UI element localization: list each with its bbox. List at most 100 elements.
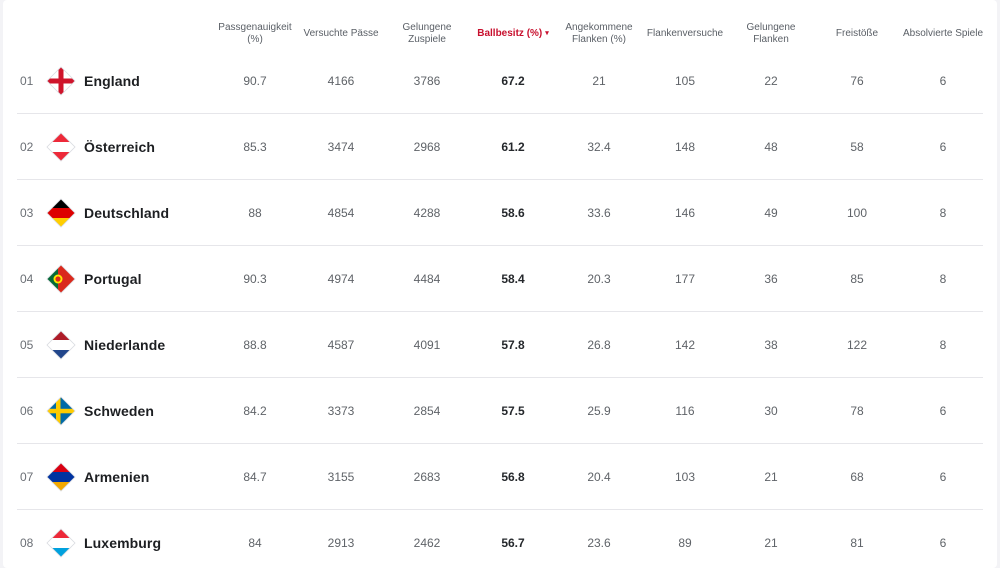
team-name-link[interactable]: Portugal bbox=[84, 271, 142, 287]
stat-cell: 20.3 bbox=[587, 272, 611, 286]
row-divider bbox=[17, 377, 983, 378]
stats-table: Passgenauigkeit (%) Versuchte Pässe Gelunge… bbox=[3, 0, 997, 568]
stat-cell: 21 bbox=[764, 536, 778, 550]
table-row[interactable]: 01 England 90.7 4166 3786 67.2 21 105 22 76 6 bbox=[3, 48, 983, 114]
stat-cell: 36 bbox=[764, 272, 778, 286]
stat-cell: 88.8 bbox=[243, 338, 267, 352]
stat-cell: 58 bbox=[850, 140, 864, 154]
rank-number: 08 bbox=[20, 536, 34, 550]
stat-cell: 177 bbox=[674, 272, 696, 286]
stat-cell: 90.7 bbox=[243, 74, 267, 88]
team-name-link[interactable]: Österreich bbox=[84, 139, 156, 155]
stat-cell: 88 bbox=[248, 206, 262, 220]
stat-cell: 105 bbox=[674, 74, 696, 88]
luxembourg-flag-icon bbox=[46, 528, 76, 558]
column-header-1[interactable]: Passgenauigkeit (%) bbox=[207, 22, 303, 46]
row-divider bbox=[17, 179, 983, 180]
stat-cell: 4166 bbox=[327, 74, 355, 88]
stat-cell: 4091 bbox=[413, 338, 441, 352]
stat-cell: 3474 bbox=[327, 140, 355, 154]
table-row[interactable]: 05 Niederlande 88.8 4587 4091 57.8 26.8 142 38 12… bbox=[3, 312, 983, 378]
table-row[interactable]: 06 Schweden 84.2 3373 2854 57.5 25.9 116 30 78 6 bbox=[3, 378, 983, 444]
row-divider bbox=[17, 443, 983, 444]
stat-cell: 68 bbox=[850, 470, 864, 484]
stat-cell: 58.6 bbox=[501, 206, 525, 220]
stat-cell: 26.8 bbox=[587, 338, 611, 352]
column-header-7[interactable]: Gelungene Flanken bbox=[723, 22, 819, 46]
stat-cell: 116 bbox=[675, 404, 695, 418]
stat-cell: 85 bbox=[850, 272, 864, 286]
table-row[interactable]: 02 Österreich 85.3 3474 2968 61.2 32.4 148 48 58 6 bbox=[3, 114, 983, 180]
rank-number: 03 bbox=[20, 206, 34, 220]
team-name-link[interactable]: Niederlande bbox=[84, 337, 166, 353]
team-name-link[interactable]: Deutschland bbox=[84, 205, 170, 221]
sweden-flag-icon bbox=[46, 396, 76, 426]
stat-cell: 49 bbox=[764, 206, 778, 220]
team-name-link[interactable]: England bbox=[84, 73, 140, 89]
rank-number: 04 bbox=[20, 272, 34, 286]
stat-cell: 103 bbox=[674, 470, 696, 484]
table-row[interactable]: 04 Portugal 90.3 4974 4484 58.4 20.3 177 36 85 8 bbox=[3, 246, 983, 312]
column-header-label: Gelungene bbox=[402, 22, 452, 33]
team-name-link[interactable]: Luxemburg bbox=[84, 535, 162, 551]
stat-cell: 2683 bbox=[413, 470, 441, 484]
rank-number: 02 bbox=[20, 140, 34, 154]
stat-cell: 6 bbox=[939, 140, 947, 154]
stat-cell: 38 bbox=[764, 338, 778, 352]
column-header-9[interactable]: Absolvierte Spiele bbox=[895, 28, 991, 40]
stat-cell: 8 bbox=[939, 272, 947, 286]
stat-cell: 122 bbox=[846, 338, 868, 352]
column-header-4[interactable]: Ballbesitz (%) ▾ bbox=[465, 28, 561, 40]
stat-cell: 56.8 bbox=[501, 470, 525, 484]
rank-number: 01 bbox=[20, 74, 34, 88]
stat-cell: 56.7 bbox=[501, 536, 525, 550]
column-header-label: Flanken (%) bbox=[572, 34, 626, 45]
stat-cell: 6 bbox=[939, 470, 947, 484]
table-row[interactable]: 07 Armenien 84.7 3155 2683 56.8 20.4 103 21 68 6 bbox=[3, 444, 983, 510]
stat-cell: 6 bbox=[939, 536, 947, 550]
team-name-link[interactable]: Armenien bbox=[84, 469, 150, 485]
stat-cell: 85.3 bbox=[243, 140, 267, 154]
column-header-6[interactable]: Flankenversuche bbox=[637, 28, 733, 40]
stat-cell: 67.2 bbox=[501, 74, 525, 88]
table-row[interactable]: 08 Luxemburg 84 2913 2462 56.7 23.6 89 21 81 6 bbox=[3, 510, 983, 568]
germany-flag-icon bbox=[46, 198, 76, 228]
stat-cell: 89 bbox=[678, 536, 692, 550]
stat-cell: 2854 bbox=[413, 404, 441, 418]
stat-cell: 8 bbox=[939, 206, 947, 220]
column-header-label: Freistöße bbox=[835, 28, 879, 39]
england-flag-icon bbox=[46, 66, 76, 96]
team-name-link[interactable]: Schweden bbox=[84, 403, 155, 419]
stat-cell: 57.8 bbox=[501, 338, 525, 352]
stat-cell: 4974 bbox=[327, 272, 355, 286]
stat-cell: 90.3 bbox=[243, 272, 267, 286]
stat-cell: 22 bbox=[764, 74, 778, 88]
table-row[interactable]: 03 Deutschland 88 4854 4288 58.6 33.6 146 49 100 8 bbox=[3, 180, 983, 246]
stat-cell: 4288 bbox=[413, 206, 441, 220]
stat-cell: 3373 bbox=[327, 404, 355, 418]
rank-number: 07 bbox=[20, 470, 34, 484]
stat-cell: 21 bbox=[764, 470, 778, 484]
stat-cell: 2913 bbox=[327, 536, 355, 550]
stat-cell: 84 bbox=[248, 536, 262, 550]
column-header-8[interactable]: Freistöße bbox=[809, 28, 905, 40]
stat-cell: 57.5 bbox=[501, 404, 525, 418]
stat-cell: 2462 bbox=[413, 536, 441, 550]
column-header-3[interactable]: Gelungene Zuspiele bbox=[379, 22, 475, 46]
stat-cell: 4854 bbox=[327, 206, 355, 220]
stat-cell: 78 bbox=[850, 404, 864, 418]
stat-cell: 3155 bbox=[327, 470, 355, 484]
column-header-label: Flanken bbox=[753, 34, 789, 45]
stat-cell: 48 bbox=[764, 140, 778, 154]
column-header-label: Zuspiele bbox=[408, 34, 446, 45]
stat-cell: 148 bbox=[674, 140, 696, 154]
column-header-2[interactable]: Versuchte Pässe bbox=[293, 28, 389, 40]
stat-cell: 21 bbox=[592, 74, 606, 88]
stat-cell: 84.2 bbox=[243, 404, 267, 418]
austria-flag-icon bbox=[46, 132, 76, 162]
column-header-5[interactable]: Angekommene Flanken (%) bbox=[551, 22, 647, 46]
rank-number: 06 bbox=[20, 404, 34, 418]
stat-cell: 4587 bbox=[327, 338, 355, 352]
column-header-label: Absolvierte Spiele bbox=[902, 28, 984, 39]
stat-cell: 146 bbox=[674, 206, 696, 220]
